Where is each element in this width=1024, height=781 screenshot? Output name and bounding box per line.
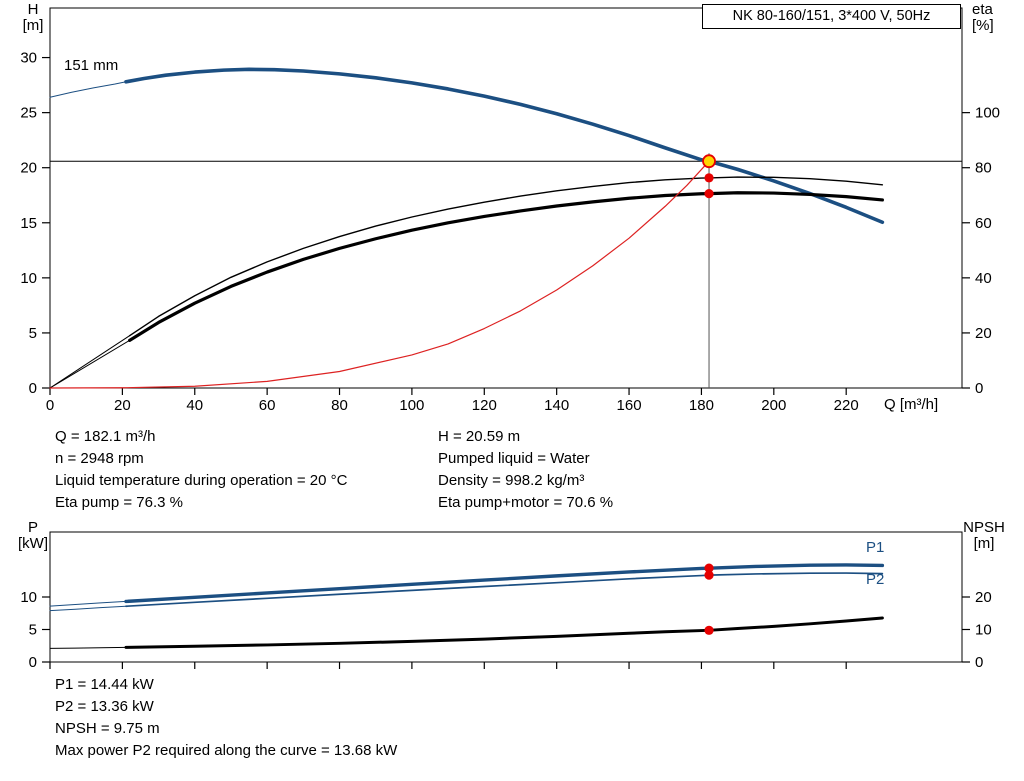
svg-text:220: 220 [834,397,859,414]
svg-text:120: 120 [472,397,497,414]
npsh-axis-label: NPSH [m] [956,520,1012,552]
p-axis-label-symbol: P [27,519,38,536]
npsh-axis-label-symbol: NPSH [963,519,1005,536]
svg-text:30: 30 [20,50,37,67]
svg-text:20: 20 [20,160,37,177]
svg-text:5: 5 [29,325,37,342]
svg-text:10: 10 [20,589,37,606]
density-readout: Density = 998.2 kg/m³ [438,472,585,489]
eta-axis-label: eta [%] [972,2,1016,34]
p2-readout: P2 = 13.36 kW [55,698,154,715]
pumped-liquid-readout: Pumped liquid = Water [438,450,590,467]
duty-info-left-column: Q = 182.1 m³/h n = 2948 rpm Liquid tempe… [55,426,347,514]
svg-text:20: 20 [114,397,131,414]
svg-text:100: 100 [975,105,1000,122]
npsh-readout: NPSH = 9.75 m [55,720,160,737]
svg-text:60: 60 [975,215,992,232]
q-axis-label: Q [m³/h] [884,396,939,413]
svg-text:P1: P1 [866,539,884,556]
eta-pump-readout: Eta pump = 76.3 % [55,494,183,511]
svg-text:10: 10 [975,622,992,639]
head-readout: H = 20.59 m [438,428,521,445]
svg-text:20: 20 [975,325,992,342]
power-npsh-chart-svg: 0 5 10 0 10 20 P1 P2 [20,531,992,671]
svg-text:200: 200 [761,397,786,414]
svg-text:160: 160 [617,397,642,414]
p1-readout: P1 = 14.44 kW [55,676,154,693]
svg-text:60: 60 [259,397,276,414]
svg-text:100: 100 [399,397,424,414]
svg-text:40: 40 [975,270,992,287]
max-power-p2-readout: Max power P2 required along the curve = … [55,742,398,759]
svg-text:0: 0 [29,380,37,397]
svg-text:80: 80 [331,397,348,414]
svg-text:5: 5 [29,622,37,639]
duty-info-right-column: H = 20.59 m Pumped liquid = Water Densit… [438,426,613,514]
svg-text:140: 140 [544,397,569,414]
eta-axis-label-unit: [%] [972,17,994,34]
svg-text:25: 25 [20,105,37,122]
p-axis-label: P [kW] [14,520,52,552]
svg-text:0: 0 [975,380,983,397]
svg-text:0: 0 [46,397,54,414]
svg-text:0: 0 [975,654,983,671]
eta-axis-label-symbol: eta [972,1,993,18]
svg-text:151 mm: 151 mm [64,57,118,74]
h-axis-label-unit: [m] [22,17,44,34]
svg-text:20: 20 [975,589,992,606]
pump-title-box: NK 80-160/151, 3*400 V, 50Hz [702,4,961,29]
svg-text:40: 40 [186,397,203,414]
flow-readout: Q = 182.1 m³/h [55,428,156,445]
h-axis-label: H [m] [14,2,52,34]
svg-text:15: 15 [20,215,37,232]
npsh-axis-label-unit: [m] [973,535,995,552]
liquid-temperature-readout: Liquid temperature during operation = 20… [55,472,348,489]
speed-readout: n = 2948 rpm [55,450,144,467]
power-info-column: P1 = 14.44 kW P2 = 13.36 kW NPSH = 9.75 … [55,674,397,762]
svg-text:180: 180 [689,397,714,414]
eta-pump-motor-readout: Eta pump+motor = 70.6 % [438,494,614,511]
svg-text:80: 80 [975,160,992,177]
svg-text:P2: P2 [866,571,884,588]
svg-text:10: 10 [20,270,37,287]
svg-text:0: 0 [29,654,37,671]
p-axis-label-unit: [kW] [18,535,48,552]
h-axis-label-symbol: H [27,1,39,18]
qh-chart-svg: 0 20 40 60 80 100 120 140 160 180 200 2200510152025… [20,7,1000,414]
